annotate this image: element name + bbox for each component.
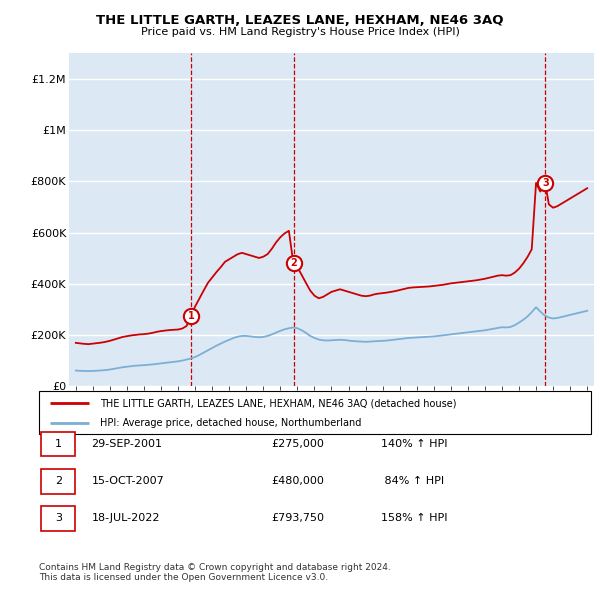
FancyBboxPatch shape [41, 431, 76, 457]
FancyBboxPatch shape [41, 506, 76, 531]
Text: £793,750: £793,750 [271, 513, 324, 523]
FancyBboxPatch shape [41, 468, 76, 494]
Text: 15-OCT-2007: 15-OCT-2007 [91, 476, 164, 486]
Text: 84% ↑ HPI: 84% ↑ HPI [381, 476, 445, 486]
Text: Contains HM Land Registry data © Crown copyright and database right 2024.
This d: Contains HM Land Registry data © Crown c… [39, 563, 391, 582]
Text: HPI: Average price, detached house, Northumberland: HPI: Average price, detached house, Nort… [100, 418, 361, 428]
Text: 3: 3 [55, 513, 62, 523]
Text: £480,000: £480,000 [271, 476, 324, 486]
Text: 3: 3 [542, 178, 548, 188]
Text: 158% ↑ HPI: 158% ↑ HPI [381, 513, 448, 523]
Text: 1: 1 [187, 311, 194, 321]
Text: 140% ↑ HPI: 140% ↑ HPI [381, 439, 448, 448]
Text: 1: 1 [55, 439, 62, 448]
Text: Price paid vs. HM Land Registry's House Price Index (HPI): Price paid vs. HM Land Registry's House … [140, 27, 460, 37]
Text: THE LITTLE GARTH, LEAZES LANE, HEXHAM, NE46 3AQ (detached house): THE LITTLE GARTH, LEAZES LANE, HEXHAM, N… [100, 398, 456, 408]
Text: 2: 2 [290, 258, 297, 268]
Text: 2: 2 [55, 476, 62, 486]
Text: THE LITTLE GARTH, LEAZES LANE, HEXHAM, NE46 3AQ: THE LITTLE GARTH, LEAZES LANE, HEXHAM, N… [96, 14, 504, 27]
Text: 29-SEP-2001: 29-SEP-2001 [91, 439, 163, 448]
Text: £275,000: £275,000 [271, 439, 324, 448]
FancyBboxPatch shape [39, 391, 591, 434]
Text: 18-JUL-2022: 18-JUL-2022 [91, 513, 160, 523]
